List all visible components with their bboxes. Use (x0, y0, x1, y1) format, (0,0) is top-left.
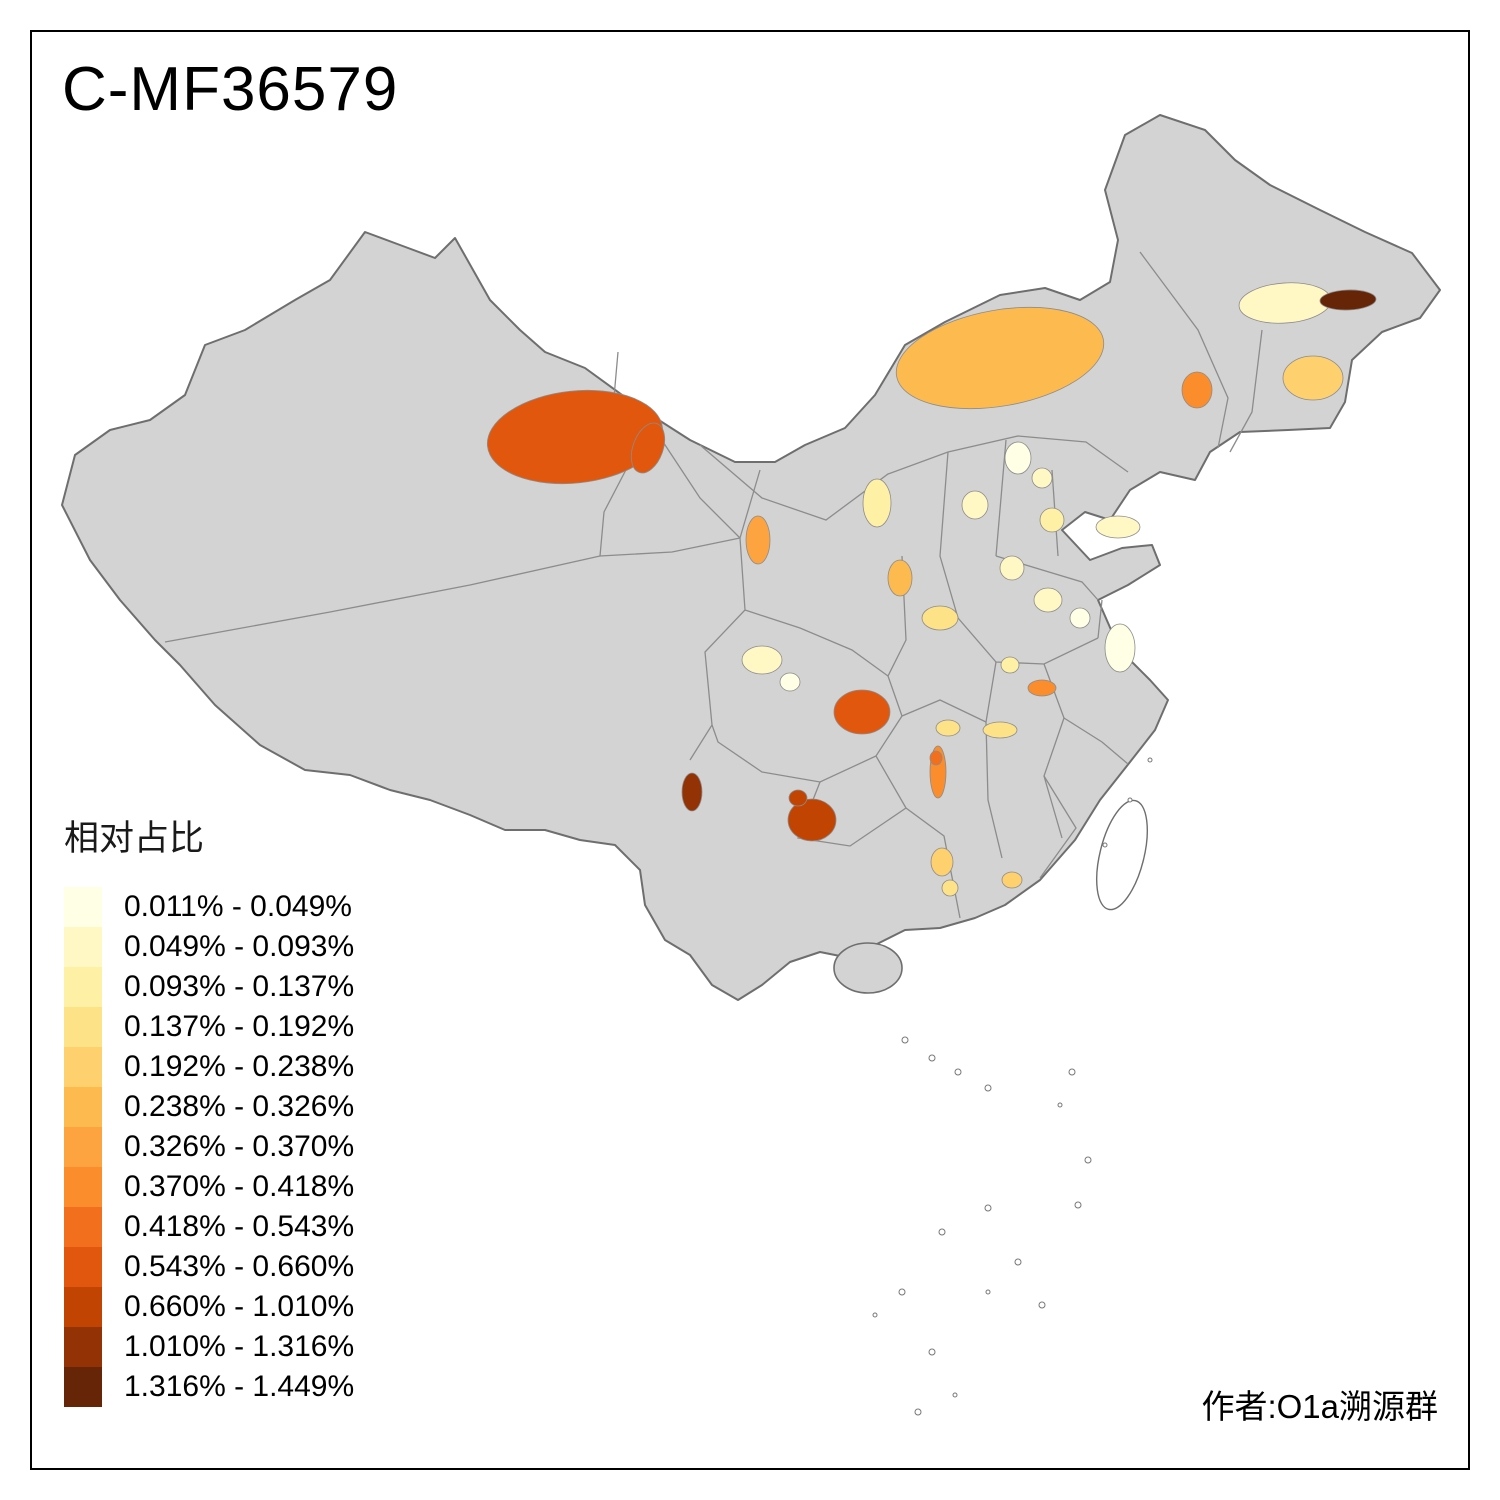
legend-swatch (64, 1367, 102, 1407)
legend-range-label: 1.316% - 1.449% (124, 1370, 355, 1403)
legend-swatch (64, 1047, 102, 1087)
legend-swatch (64, 887, 102, 927)
legend-range-label: 0.418% - 0.543% (124, 1210, 355, 1243)
legend-swatch (64, 1327, 102, 1367)
legend-range-label: 0.049% - 0.093% (124, 930, 355, 963)
legend-row: 0.238% - 0.326% (64, 1087, 354, 1127)
legend-range-label: 0.093% - 0.137% (124, 970, 355, 1003)
legend-range-label: 0.238% - 0.326% (124, 1090, 355, 1123)
legend-row: 1.316% - 1.449% (64, 1367, 354, 1407)
legend-swatch (64, 927, 102, 967)
legend-range-label: 0.011% - 0.049% (124, 890, 352, 923)
legend-swatch (64, 1127, 102, 1167)
figure-title: C-MF36579 (62, 55, 399, 124)
legend-range-label: 0.543% - 0.660% (124, 1250, 355, 1283)
legend-row: 0.543% - 0.660% (64, 1247, 354, 1287)
legend-swatch (64, 1087, 102, 1127)
legend-range-label: 0.326% - 0.370% (124, 1130, 355, 1163)
legend-swatch (64, 1287, 102, 1327)
legend-row: 0.326% - 0.370% (64, 1127, 354, 1167)
legend-swatch (64, 967, 102, 1007)
legend-range-label: 1.010% - 1.316% (124, 1330, 355, 1363)
legend-row: 0.370% - 0.418% (64, 1167, 354, 1207)
legend-row: 0.660% - 1.010% (64, 1287, 354, 1327)
legend-row: 0.049% - 0.093% (64, 927, 354, 967)
legend-swatch (64, 1247, 102, 1287)
legend-row: 0.011% - 0.049% (64, 887, 354, 927)
legend-range-label: 0.660% - 1.010% (124, 1290, 355, 1323)
legend-swatch (64, 1207, 102, 1247)
legend-row: 0.418% - 0.543% (64, 1207, 354, 1247)
legend-row: 0.137% - 0.192% (64, 1007, 354, 1047)
legend: 相对占比 0.011% - 0.049% 0.049% - 0.093% 0.093… (64, 810, 354, 1407)
legend-row: 0.093% - 0.137% (64, 967, 354, 1007)
legend-swatch (64, 1007, 102, 1047)
legend-swatch (64, 1167, 102, 1207)
legend-rows: 0.011% - 0.049% 0.049% - 0.093% 0.093% - 0… (64, 887, 354, 1407)
legend-row: 0.192% - 0.238% (64, 1047, 354, 1087)
legend-range-label: 0.370% - 0.418% (124, 1170, 355, 1203)
legend-range-label: 0.137% - 0.192% (124, 1010, 355, 1043)
legend-row: 1.010% - 1.316% (64, 1327, 354, 1367)
legend-title: 相对占比 (64, 819, 205, 858)
author-credit: 作者:O1a溯源群 (1201, 1388, 1438, 1425)
legend-range-label: 0.192% - 0.238% (124, 1050, 355, 1083)
